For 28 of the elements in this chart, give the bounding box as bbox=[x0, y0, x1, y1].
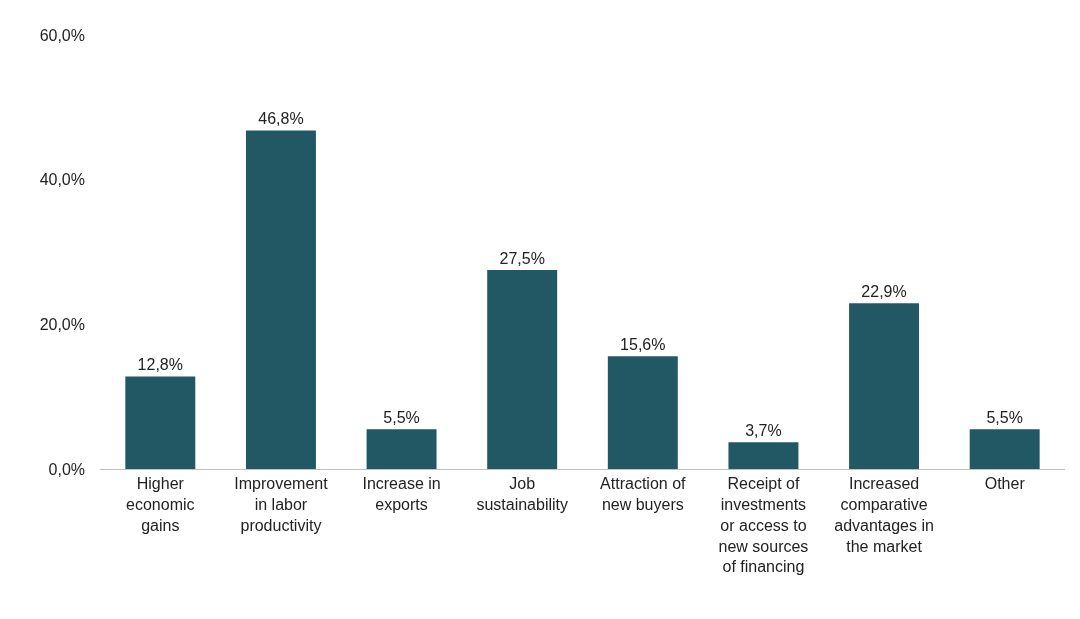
y-tick-label: 40,0% bbox=[39, 171, 85, 189]
bar bbox=[487, 270, 558, 469]
data-label: 12,8% bbox=[137, 356, 183, 374]
data-label: 22,9% bbox=[861, 283, 907, 301]
data-label: 27,5% bbox=[499, 250, 545, 268]
bar bbox=[366, 429, 437, 469]
x-tick-label: Job sustainability bbox=[476, 475, 568, 513]
data-label: 5,5% bbox=[383, 409, 420, 427]
data-label: 15,6% bbox=[620, 336, 666, 354]
data-label: 3,7% bbox=[745, 422, 782, 440]
x-tick-label: Improvement in labor productivity bbox=[234, 475, 329, 534]
x-tick-label: Increase in exports bbox=[362, 475, 441, 513]
bar bbox=[607, 356, 678, 469]
y-tick-label: 20,0% bbox=[39, 315, 85, 333]
bar bbox=[849, 303, 920, 469]
x-tick-label: Other bbox=[984, 475, 1026, 493]
bar bbox=[969, 429, 1040, 469]
bar bbox=[125, 376, 196, 469]
x-tick-label: Higher economic gains bbox=[126, 475, 195, 534]
bar bbox=[728, 442, 799, 469]
bar bbox=[245, 130, 316, 469]
x-tick-label: Increased comparative advantages in the market bbox=[834, 475, 934, 555]
y-tick-label: 0,0% bbox=[48, 460, 85, 478]
y-tick-label: 60,0% bbox=[39, 26, 85, 44]
x-tick-label: Receipt of investments or access to new sources of financing bbox=[718, 475, 809, 576]
data-label: 5,5% bbox=[986, 409, 1023, 427]
data-label: 46,8% bbox=[258, 110, 304, 128]
x-tick-label: Attraction of new buyers bbox=[600, 475, 687, 513]
